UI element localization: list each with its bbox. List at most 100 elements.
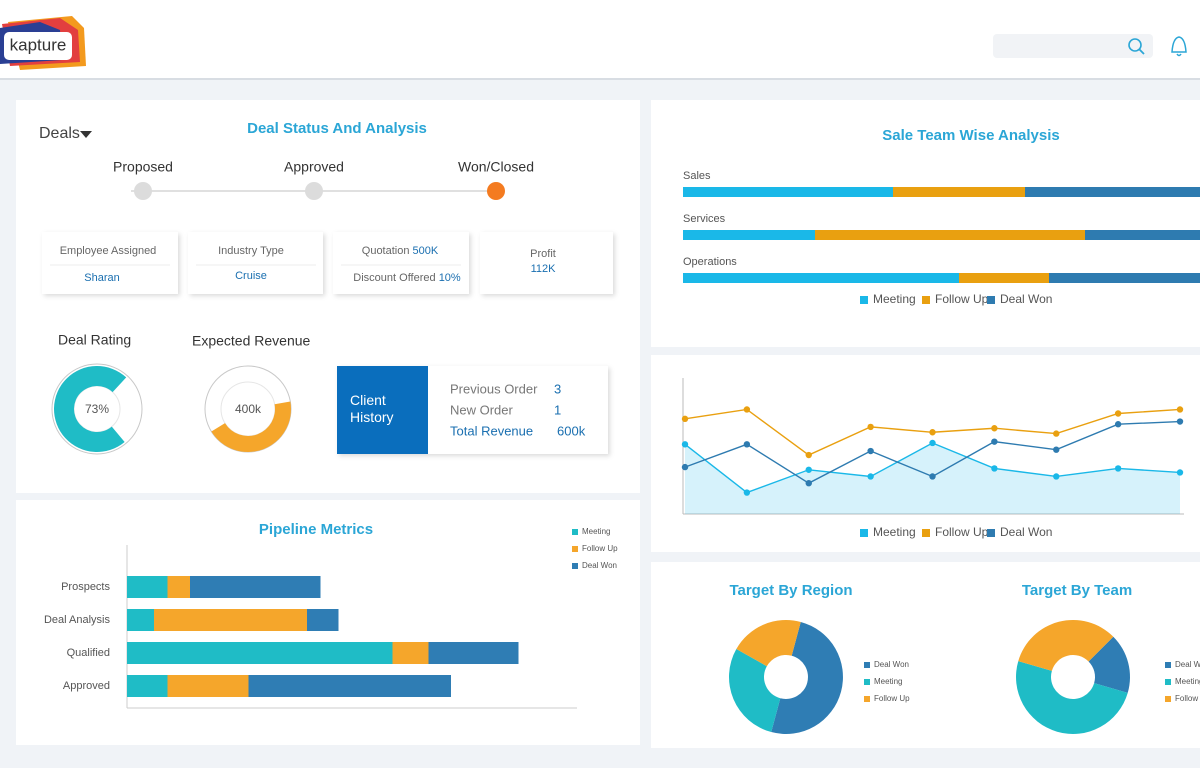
point: [929, 439, 936, 447]
pie-slice: [771, 621, 843, 734]
search-box[interactable]: [993, 34, 1153, 58]
point: [1176, 406, 1184, 413]
point: [1053, 446, 1060, 453]
dropdown-arrow[interactable]: [80, 131, 92, 138]
bar-segment: [392, 642, 429, 664]
card-value: 500K: [413, 245, 439, 257]
legend-swatch: [1165, 662, 1171, 668]
pie-slice: [1018, 619, 1114, 671]
pie-slice: [1088, 636, 1130, 693]
legend-label: Deal Won: [1000, 525, 1052, 539]
legend-swatch: [1165, 679, 1171, 685]
category-label: Services: [683, 213, 726, 225]
gauge-arc: [54, 366, 127, 453]
category-label: Qualified: [67, 647, 110, 659]
legend-label: Deal Won: [582, 561, 617, 570]
card-label: Employee Assigned: [60, 245, 157, 257]
history-value: 1: [554, 402, 561, 417]
stage-label: Approved: [284, 159, 344, 175]
point: [743, 406, 751, 413]
info-card: [480, 232, 613, 294]
legend-label: Meeting: [1175, 677, 1200, 686]
bar-segment: [248, 675, 451, 697]
point: [681, 415, 689, 423]
panel-title: Deal Status And Analysis: [247, 120, 427, 137]
gauge-label: 400k: [235, 402, 262, 416]
point: [991, 425, 998, 432]
legend-label: Deal Won: [874, 660, 909, 669]
stage-label: Proposed: [113, 159, 173, 175]
info-card: [42, 232, 178, 294]
stage-dot: [487, 182, 505, 200]
point: [867, 423, 874, 431]
bell-icon[interactable]: [1171, 36, 1187, 57]
history-label: New Order: [450, 402, 514, 417]
bar-segment: [307, 609, 339, 631]
gauge-title: Deal Rating: [58, 332, 131, 348]
point: [1176, 418, 1184, 425]
chart-title: Target By Team: [1022, 582, 1132, 599]
history-value: 600k: [557, 423, 586, 438]
legend-swatch: [987, 296, 995, 304]
point: [805, 479, 812, 487]
card-label: Quotation: [362, 245, 410, 257]
stage-dot: [134, 182, 152, 200]
card-value: Sharan: [84, 272, 119, 284]
charts: Pipeline Metrics Prospects Deal Analysis Qu…: [44, 521, 618, 709]
card-value: 10%: [439, 272, 461, 284]
history-label: Previous Order: [450, 381, 538, 396]
gauge-outline: [51, 363, 143, 455]
legend-swatch: [860, 529, 868, 537]
card-value: 112K: [531, 263, 557, 275]
legend-swatch: [572, 529, 578, 535]
bar-segment: [154, 609, 307, 631]
logo-text: kapture: [10, 35, 67, 54]
category-label: Prospects: [61, 581, 110, 593]
cards: [42, 232, 613, 294]
point: [929, 473, 936, 480]
info-card: [188, 232, 323, 294]
bar-segment: [127, 609, 154, 631]
bar-segment: [167, 576, 190, 598]
point: [805, 451, 812, 459]
legend-swatch: [864, 679, 870, 685]
card-label: Discount Offered: [353, 272, 435, 284]
chart-title: Pipeline Metrics: [259, 521, 373, 538]
point: [991, 438, 998, 445]
chart-title: Target By Region: [729, 582, 852, 599]
legend-label: Meeting: [873, 525, 916, 539]
card-row: Discount Offered 10%: [353, 272, 461, 284]
point: [991, 465, 998, 472]
legend-label: Deal Won: [1000, 292, 1052, 306]
history-label: Total Revenue: [450, 423, 533, 438]
point: [1176, 469, 1184, 476]
legend-label: Follow Up: [874, 694, 910, 703]
legend-swatch: [572, 546, 578, 552]
client-history-header[interactable]: [337, 366, 428, 454]
bar-segment: [1025, 187, 1200, 197]
bar-segment: [127, 642, 393, 664]
gauge-label: 73%: [85, 402, 109, 416]
legend-swatch: [1165, 696, 1171, 702]
legend-label: Follow Up: [582, 544, 618, 553]
bar-segment: [190, 576, 321, 598]
point: [743, 489, 751, 496]
legend-label: Deal Won: [1175, 660, 1200, 669]
legend-swatch: [864, 662, 870, 668]
legend-swatch: [864, 696, 870, 702]
deals-dropdown[interactable]: Deals: [39, 125, 80, 142]
search-icon[interactable]: [1128, 38, 1142, 52]
client-history-title-box: Client History: [350, 392, 394, 425]
logo[interactable]: kapture: [0, 16, 86, 70]
panel: [651, 100, 1200, 347]
card-label: Profit: [530, 248, 556, 260]
category-label: Operations: [683, 256, 737, 268]
legend-label: Meeting: [582, 527, 610, 536]
point: [681, 441, 689, 448]
point: [1114, 410, 1122, 417]
legend-swatch: [922, 296, 930, 304]
gauge-arc: [211, 401, 291, 452]
bar-segment: [1085, 230, 1200, 240]
legend-label: Meeting: [874, 677, 902, 686]
